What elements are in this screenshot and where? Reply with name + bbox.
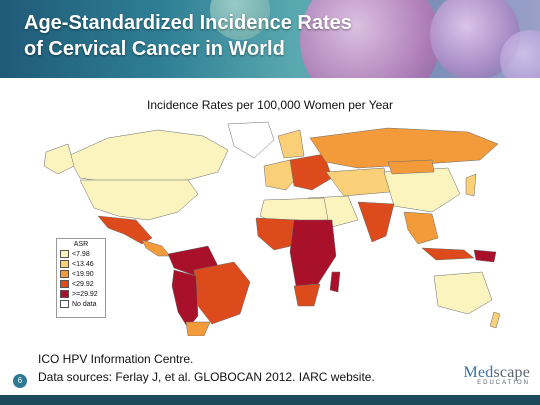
logo-subtitle: EDUCATION bbox=[477, 380, 530, 386]
region-central-asia bbox=[325, 167, 391, 197]
legend-label: <29.92 bbox=[72, 280, 94, 288]
medscape-logo: Medscape EDUCATION bbox=[458, 364, 530, 386]
legend-item: <7.98 bbox=[60, 249, 102, 259]
map-subtitle: Incidence Rates per 100,000 Women per Ye… bbox=[147, 98, 393, 112]
legend-label: <13.46 bbox=[72, 260, 94, 268]
map-legend: ASR <7.98 <13.46 <19.90 <29.92 >=29.92 N… bbox=[56, 238, 106, 318]
region-mexico bbox=[97, 215, 153, 245]
legend-swatch bbox=[60, 250, 69, 258]
header-banner: Age-Standardized Incidence Rates of Cerv… bbox=[0, 0, 540, 78]
legend-item: >=29.92 bbox=[60, 289, 102, 299]
source-line-2: Data sources: Ferlay J, et al. GLOBOCAN … bbox=[38, 370, 375, 384]
region-eastern-europe bbox=[289, 153, 333, 191]
region-southeast-asia bbox=[403, 211, 439, 245]
legend-item: <19.90 bbox=[60, 269, 102, 279]
region-mongolia bbox=[387, 159, 435, 175]
title-line-2: of Cervical Cancer in World bbox=[24, 38, 285, 60]
bottom-bar bbox=[0, 395, 540, 405]
legend-item: No data bbox=[60, 299, 102, 309]
region-russia bbox=[309, 127, 499, 169]
source-line-1: ICO HPV Information Centre. bbox=[38, 352, 194, 366]
logo-wordmark: Medscape bbox=[463, 364, 530, 381]
legend-swatch bbox=[60, 270, 69, 278]
region-indonesia bbox=[421, 247, 475, 261]
title-line-1: Age-Standardized Incidence Rates bbox=[24, 12, 352, 34]
legend-label: No data bbox=[72, 300, 97, 308]
region-india bbox=[357, 201, 395, 243]
legend-label: <19.90 bbox=[72, 270, 94, 278]
world-map bbox=[43, 121, 501, 336]
legend-label: <7.98 bbox=[72, 250, 90, 258]
region-png bbox=[473, 249, 497, 263]
legend-item: <29.92 bbox=[60, 279, 102, 289]
region-scandinavia bbox=[277, 129, 305, 159]
source-footnote: ICO HPV Information Centre. Data sources… bbox=[38, 350, 375, 386]
region-brazil bbox=[193, 261, 251, 325]
region-usa bbox=[79, 179, 199, 221]
page-title: Age-Standardized Incidence Rates of Cerv… bbox=[24, 10, 352, 62]
page-number: 6 bbox=[13, 374, 27, 388]
region-new-zealand bbox=[489, 311, 501, 329]
region-madagascar bbox=[329, 271, 341, 293]
region-andes bbox=[171, 269, 199, 329]
legend-swatch bbox=[60, 290, 69, 298]
region-argentina-chile bbox=[185, 321, 211, 336]
legend-swatch bbox=[60, 260, 69, 268]
virus-graphic bbox=[300, 0, 440, 78]
legend-swatch bbox=[60, 280, 69, 288]
legend-swatch bbox=[60, 300, 69, 308]
region-china bbox=[383, 167, 461, 213]
legend-label: >=29.92 bbox=[72, 290, 98, 298]
region-australia bbox=[433, 271, 493, 315]
region-central-america bbox=[141, 239, 171, 257]
region-alaska bbox=[43, 143, 75, 175]
region-western-europe bbox=[263, 159, 299, 191]
region-southern-africa bbox=[293, 283, 321, 307]
region-west-africa bbox=[255, 217, 301, 251]
region-japan bbox=[465, 173, 477, 197]
legend-title: ASR bbox=[73, 241, 89, 248]
region-central-east-africa bbox=[289, 219, 337, 287]
region-canada bbox=[67, 129, 229, 183]
region-greenland bbox=[227, 121, 275, 159]
legend-item: <13.46 bbox=[60, 259, 102, 269]
